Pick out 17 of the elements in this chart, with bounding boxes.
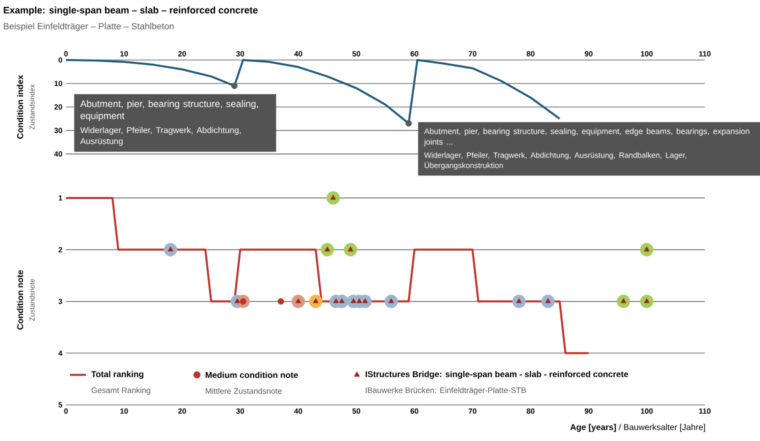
point [278, 298, 284, 305]
legend-label: IStructures Bridge: single-span beam - slab - reinforced concrete [366, 370, 628, 379]
chart-subtitle: Beispiel Einfeldträger – Platte – Stahlbeton [4, 22, 174, 32]
annotation: Mittlere Zustandsnote [206, 388, 282, 394]
annotation: Widerlager, Pfeiler, Tragwerk, Abdichtung, Ausrüstung [80, 126, 241, 146]
annotation: Abutment, pier, bearing structure, sealing, equipment [80, 100, 258, 122]
annotation: Abutment, pier, bearing structure, sealing, equipment, edge beams, bearings, expansion joints ... [424, 128, 750, 146]
line-series [64, 197, 590, 354]
annotation: Gesamt Ranking [92, 387, 150, 395]
chart-title: Example: single-span beam – slab – reinforced concrete [4, 6, 258, 16]
point [356, 298, 362, 304]
annotation: IBauwerke Brücken: Einfeldträger-Platte-STB [366, 387, 526, 395]
x-axis-title: Age [years] / Bauwerksalter [Jahre] [570, 424, 705, 432]
y-axis-title: Condition index [16, 74, 24, 139]
y-axis-title: Condition note [16, 270, 24, 330]
legend-label: Medium condition note [206, 372, 298, 378]
legend-label: Total ranking [91, 370, 144, 379]
